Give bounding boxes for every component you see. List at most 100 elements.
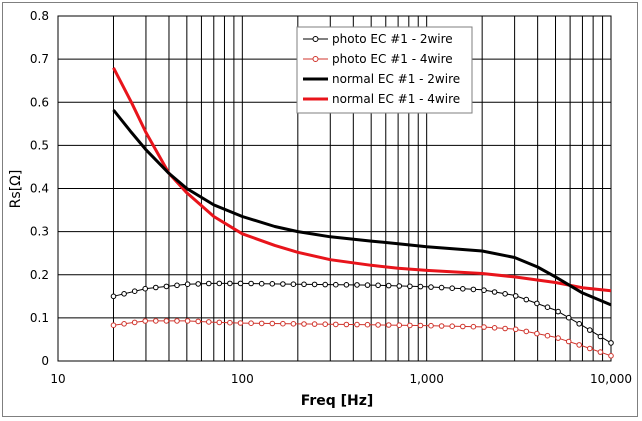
axis-ticks: 0 0.1 0.2 0.3 0.4 0.5 0.6 0.7 0.8 10 100 1,000 10,00…: [30, 9, 632, 386]
x-axis-label: Freq [Hz]: [301, 393, 374, 409]
data-point: [110, 322, 117, 329]
data-point: [227, 319, 233, 326]
x-tick-label: 10,000: [590, 372, 632, 386]
data-point: [534, 300, 540, 307]
data-point: [565, 314, 572, 321]
y-tick-label: 0.3: [30, 225, 49, 239]
data-point: [481, 324, 487, 330]
data-point: [333, 281, 339, 288]
data-point: [131, 288, 138, 295]
data-point: [237, 280, 244, 287]
data-point: [174, 282, 180, 289]
data-point: [184, 318, 191, 324]
data-point: [481, 287, 487, 294]
x-tick-label: 1,000: [409, 372, 443, 386]
legend-item: normal EC #1 - 2wire: [303, 72, 460, 86]
data-point: [608, 353, 614, 359]
data-point: [438, 284, 445, 291]
legend-marker: [312, 56, 319, 62]
data-point: [195, 281, 201, 287]
data-point: [354, 321, 360, 328]
data-point: [311, 321, 318, 327]
data-point: [333, 321, 339, 328]
series-4: [112, 67, 612, 293]
data-point: [555, 308, 561, 315]
legend-item: photo EC #1 - 4wire: [303, 52, 453, 66]
data-point: [343, 321, 350, 328]
data-point: [385, 282, 392, 289]
data-point: [142, 285, 148, 292]
data-point: [322, 321, 329, 328]
data-point: [576, 342, 583, 348]
data-point: [608, 340, 614, 346]
data-point: [364, 321, 371, 328]
series: [110, 67, 614, 359]
series-3: [112, 109, 612, 307]
data-point: [322, 281, 329, 288]
series-line: [112, 109, 612, 307]
data-point: [258, 320, 265, 327]
y-tick-label: 0.1: [30, 311, 49, 325]
data-point: [385, 322, 392, 328]
legend-items: photo EC #1 - 2wire photo EC #1 - 4wire no…: [303, 32, 460, 106]
legend: photo EC #1 - 2wire photo EC #1 - 4wire no…: [296, 26, 473, 114]
data-point: [460, 323, 466, 330]
data-point: [512, 293, 519, 299]
data-point: [523, 328, 530, 335]
legend-label: photo EC #1 - 2wire: [332, 32, 453, 46]
data-point: [354, 282, 360, 288]
data-point: [407, 322, 413, 329]
data-point: [301, 321, 307, 327]
x-tick-label: 100: [231, 372, 254, 386]
data-point: [206, 319, 212, 325]
data-point: [396, 322, 403, 329]
data-point: [449, 323, 456, 330]
legend-label: normal EC #1 - 2wire: [332, 72, 460, 86]
series-line: [112, 67, 612, 293]
data-point: [269, 281, 276, 287]
y-tick-label: 0.2: [30, 268, 49, 282]
legend-item: photo EC #1 - 2wire: [303, 32, 453, 46]
data-point: [597, 333, 604, 340]
data-point: [597, 349, 604, 355]
data-point: [280, 281, 286, 287]
y-tick-label: 0.5: [30, 138, 49, 152]
data-point: [163, 283, 170, 290]
data-point: [555, 335, 561, 341]
series-line: [113, 320, 612, 357]
data-point: [417, 283, 424, 290]
data-point: [121, 291, 127, 297]
data-point: [375, 282, 381, 289]
data-point: [502, 325, 508, 332]
data-point: [153, 284, 159, 291]
data-point: [587, 327, 593, 333]
data-point: [153, 318, 159, 324]
data-point: [375, 322, 381, 328]
data-point: [311, 281, 318, 288]
data-point: [206, 280, 212, 287]
data-point: [174, 318, 180, 324]
x-tick-label: 10: [50, 372, 65, 386]
data-point: [407, 283, 413, 290]
data-point: [258, 280, 265, 287]
series-2: [110, 318, 614, 359]
data-point: [301, 281, 307, 288]
data-point: [523, 296, 530, 303]
data-point: [195, 318, 201, 325]
data-point: [142, 318, 148, 324]
y-tick-label: 0: [41, 354, 49, 368]
data-point: [248, 320, 254, 327]
data-point: [544, 332, 551, 339]
y-tick-label: 0.4: [30, 182, 49, 196]
data-point: [470, 286, 477, 293]
series-1: [110, 280, 614, 346]
data-point: [512, 326, 519, 333]
data-point: [216, 280, 223, 287]
data-point: [290, 281, 297, 288]
data-point: [534, 330, 540, 337]
data-point: [491, 325, 498, 331]
data-point: [280, 320, 286, 327]
data-point: [502, 291, 508, 297]
data-point: [343, 282, 350, 288]
